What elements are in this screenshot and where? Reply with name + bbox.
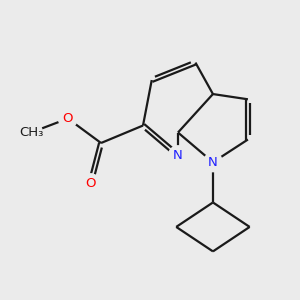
Circle shape (20, 121, 42, 144)
Circle shape (169, 146, 188, 165)
Text: O: O (63, 112, 73, 125)
Text: N: N (173, 149, 183, 162)
Circle shape (81, 174, 100, 193)
Text: N: N (208, 156, 218, 169)
Text: O: O (85, 177, 96, 190)
Text: CH₃: CH₃ (19, 126, 43, 139)
Circle shape (203, 153, 222, 172)
Circle shape (58, 109, 77, 128)
